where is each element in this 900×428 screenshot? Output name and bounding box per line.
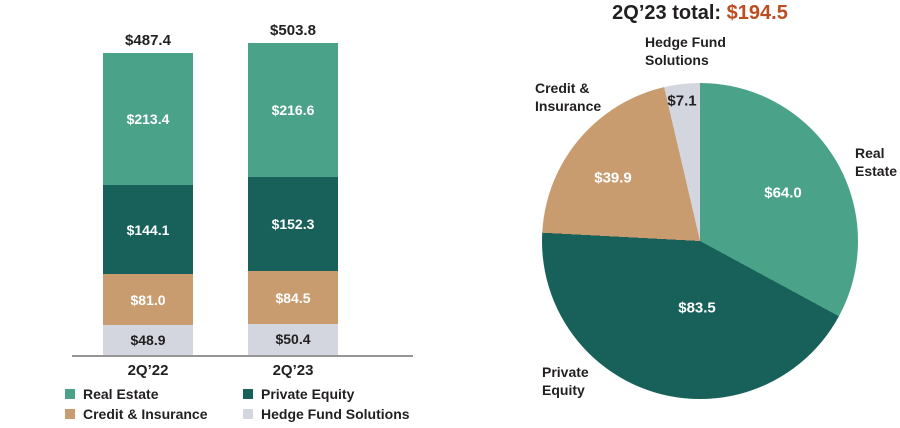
- bar-2q-22: $487.4 $213.4 $144.1 $81.0 $48.9: [103, 32, 193, 355]
- bar-total-label: $487.4: [125, 31, 171, 49]
- pie-label-real-estate: Real Estate: [855, 145, 898, 179]
- bar-segment-hedge-fund-solutions: $50.4: [248, 323, 338, 355]
- bar-2q-23: $503.8 $216.6 $152.3 $84.5 $50.4: [248, 22, 338, 355]
- bar-segment-private-equity: $152.3: [248, 176, 338, 272]
- bar-stack: $216.6 $152.3 $84.5 $50.4: [248, 42, 338, 355]
- legend-item-hedge-fund-solutions: Hedge Fund Solutions: [243, 406, 410, 422]
- legend-label-private-equity: Private Equity: [261, 386, 355, 402]
- x-axis-line: [72, 355, 413, 357]
- legend-label-real-estate: Real Estate: [83, 386, 159, 402]
- pie-value-credit-insurance: $39.9: [594, 169, 632, 187]
- legend-swatch-real-estate-icon: [65, 389, 75, 399]
- bar-segment-real-estate: $213.4: [103, 52, 193, 186]
- pie-value-private-equity: $83.5: [678, 299, 716, 317]
- pie-value-real-estate: $64.0: [764, 184, 802, 202]
- pie-label-private-equity: Private Equity: [542, 364, 589, 398]
- legend-item-real-estate: Real Estate: [65, 386, 243, 402]
- pie-value-hedge-fund-solutions: $7.1: [667, 92, 697, 110]
- bar-segment-real-estate: $216.6: [248, 42, 338, 177]
- bar-segment-credit-insurance: $84.5: [248, 271, 338, 324]
- legend: Real Estate Private Equity Credit & Insu…: [65, 386, 410, 422]
- bar-stack: $213.4 $144.1 $81.0 $48.9: [103, 52, 193, 355]
- bar-segment-private-equity: $144.1: [103, 185, 193, 275]
- pie-title-prefix: 2Q’23 total:: [612, 2, 722, 24]
- x-tick-label-2q23: 2Q’23: [272, 362, 314, 379]
- legend-swatch-private-equity-icon: [243, 389, 253, 399]
- legend-label-credit-insurance: Credit & Insurance: [83, 406, 208, 422]
- pie-circle: [542, 83, 858, 399]
- pie-title-total-value: $194.5: [726, 2, 788, 24]
- stacked-bar-chart: $487.4 $213.4 $144.1 $81.0 $48.9 $503.8 $216.6…: [65, 22, 413, 422]
- pie-label-hedge-fund-solutions: Hedge Fund Solutions: [645, 34, 726, 68]
- bar-segment-hedge-fund-solutions: $48.9: [103, 324, 193, 355]
- legend-item-credit-insurance: Credit & Insurance: [65, 406, 243, 422]
- bar-segment-credit-insurance: $81.0: [103, 274, 193, 325]
- pie-title: 2Q’23 total: $194.5: [542, 2, 858, 25]
- bar-total-label: $503.8: [270, 21, 316, 39]
- pie-chart: 2Q’23 total: $194.5 $64.0 $83.5 $39.9 $7…: [460, 0, 900, 428]
- legend-swatch-hedge-fund-solutions-icon: [243, 409, 253, 419]
- pie-label-credit-insurance: Credit & Insurance: [535, 80, 602, 114]
- legend-label-hedge-fund-solutions: Hedge Fund Solutions: [261, 406, 410, 422]
- legend-swatch-credit-insurance-icon: [65, 409, 75, 419]
- legend-item-private-equity: Private Equity: [243, 386, 410, 402]
- x-tick-label-2q22: 2Q’22: [127, 362, 169, 379]
